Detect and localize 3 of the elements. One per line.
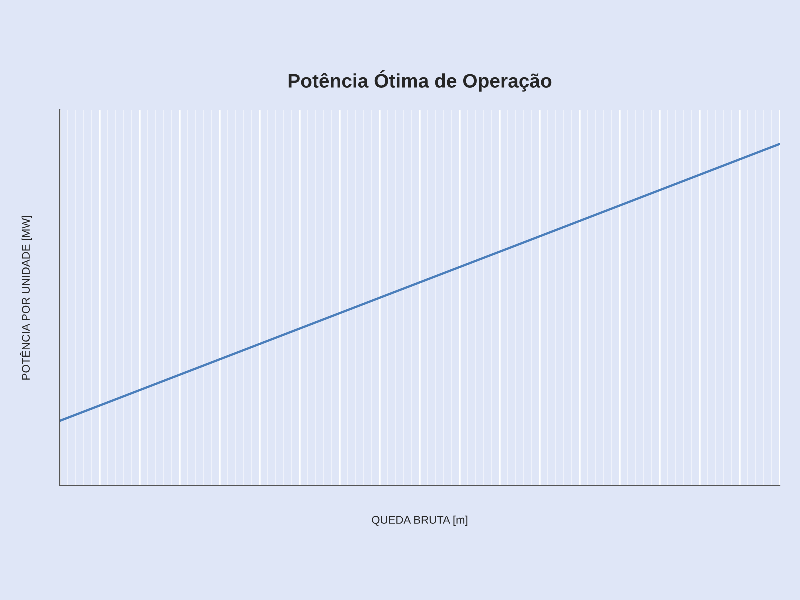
y-axis-title: POTÊNCIA POR UNIDADE [MW] — [20, 216, 32, 380]
chart-title: Potência Ótima de Operação — [288, 70, 552, 92]
x-axis-title: QUEDA BRUTA [m] — [372, 516, 468, 526]
